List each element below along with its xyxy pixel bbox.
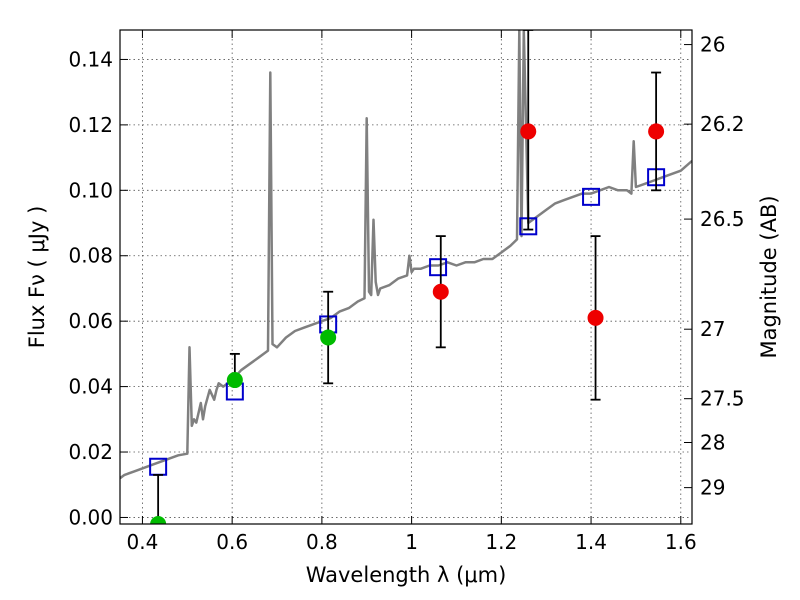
x-tick-label: 1.4 <box>575 530 607 554</box>
x-tick-label: 0.4 <box>127 530 159 554</box>
observed-flux-point <box>648 123 665 140</box>
y-axis-label: Flux Fν ( μJy ) <box>25 206 49 349</box>
magnitude-tick-label: 26.2 <box>700 112 745 136</box>
plot-area <box>120 30 692 524</box>
magnitude-tick-label: 27.5 <box>700 387 745 411</box>
y-tick-label: 0.04 <box>68 375 113 399</box>
observed-flux-point <box>150 516 167 524</box>
magnitude-tick-label: 26 <box>700 33 725 57</box>
axes-ticks: 0.4 0.6 0.8 1 1.2 1.4 1.6 0.00 0.02 0.04 0.06 0.08 0… <box>68 30 745 554</box>
x-tick-label: 1 <box>405 530 418 554</box>
grid <box>120 30 692 524</box>
magnitude-tick-label: 27 <box>700 317 725 341</box>
observed-flux-point <box>587 309 604 326</box>
model-photometry-square <box>582 187 601 206</box>
observed-flux-point <box>520 123 537 140</box>
observed-flux-point <box>226 372 243 389</box>
y-tick-label: 0.10 <box>68 178 113 202</box>
y-tick-label: 0.06 <box>68 309 113 333</box>
magnitude-tick-label: 29 <box>700 476 725 500</box>
y-tick-label: 0.00 <box>68 505 113 529</box>
y-tick-label: 0.12 <box>68 113 113 137</box>
x-tick-label: 0.6 <box>216 530 248 554</box>
y-tick-label: 0.14 <box>68 47 113 71</box>
magnitude-tick-label: 28 <box>700 431 725 455</box>
magnitude-tick-label: 26.5 <box>700 207 745 231</box>
model-spectrum-line <box>120 30 692 480</box>
observed-flux-point <box>320 329 337 346</box>
plot-frame <box>119 29 693 525</box>
x-axis-label: Wavelength λ (μm) <box>306 563 507 587</box>
observed-flux-point <box>432 283 449 300</box>
y-tick-label: 0.08 <box>68 244 113 268</box>
y-tick-label: 0.02 <box>68 440 113 464</box>
model-photometry-square <box>429 258 448 277</box>
x-tick-label: 0.8 <box>306 530 338 554</box>
x-tick-label: 1.2 <box>485 530 517 554</box>
magnitude-axis-label: Magnitude (AB) <box>757 195 781 358</box>
x-tick-label: 1.6 <box>665 530 697 554</box>
